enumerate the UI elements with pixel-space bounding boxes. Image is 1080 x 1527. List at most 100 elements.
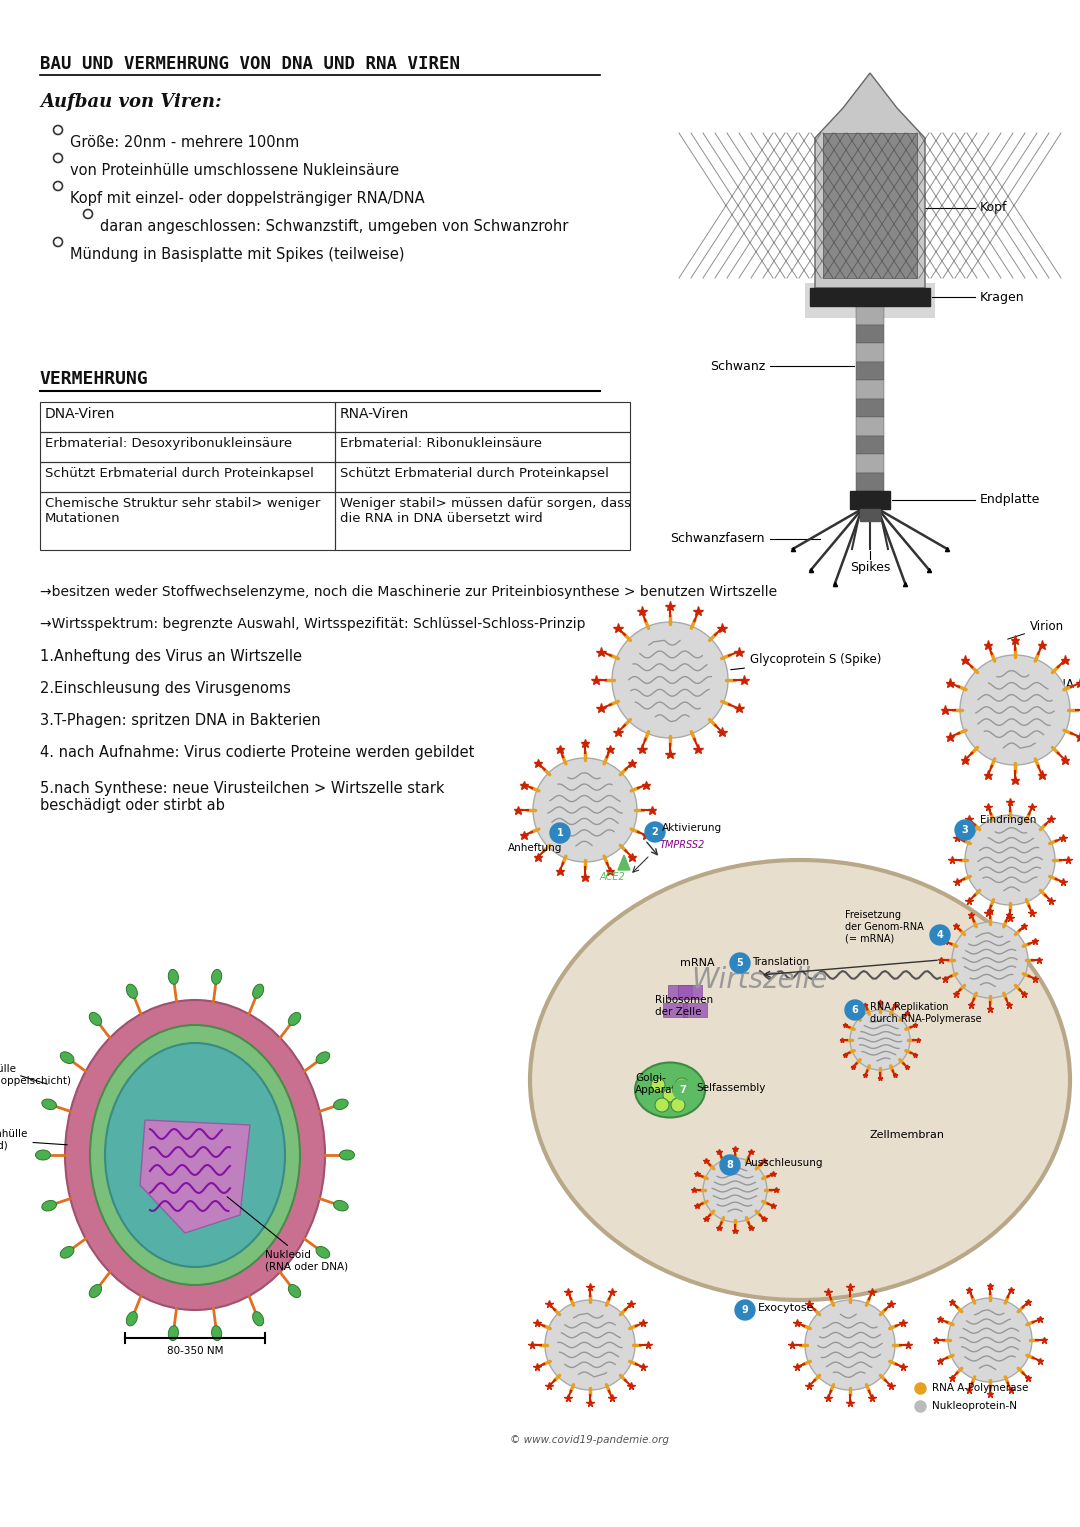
Circle shape: [673, 1080, 693, 1099]
Text: Proteinhülle
(Kapsid): Proteinhülle (Kapsid): [0, 1128, 67, 1151]
Text: daran angeschlossen: Schwanzstift, umgeben von Schwanzrohr: daran angeschlossen: Schwanzstift, umgeb…: [100, 218, 568, 234]
Text: Freisetzung
der Genom-RNA
(= mRNA): Freisetzung der Genom-RNA (= mRNA): [845, 910, 923, 944]
Text: Nukleoprotein-N: Nukleoprotein-N: [932, 1400, 1017, 1411]
Ellipse shape: [90, 1284, 102, 1298]
Circle shape: [805, 1299, 895, 1390]
Text: Schwanzfasern: Schwanzfasern: [671, 533, 765, 545]
Text: Kopf mit einzel- oder doppelsträngiger RNA/DNA: Kopf mit einzel- oder doppelsträngiger R…: [70, 191, 424, 206]
Bar: [856, 454, 885, 472]
Ellipse shape: [60, 1246, 75, 1258]
Text: Golgi-
Apparat: Golgi- Apparat: [635, 1073, 677, 1095]
Bar: [683, 1003, 707, 1017]
Ellipse shape: [288, 1012, 300, 1026]
Ellipse shape: [126, 1312, 137, 1325]
Ellipse shape: [42, 1099, 56, 1110]
Ellipse shape: [253, 1312, 264, 1325]
Text: Virion: Virion: [1008, 620, 1064, 640]
Text: © www.covid19-pandemie.org: © www.covid19-pandemie.org: [511, 1435, 670, 1445]
Circle shape: [645, 822, 665, 841]
Text: von Proteinhülle umschlossene Nukleinsäure: von Proteinhülle umschlossene Nukleinsäu…: [70, 163, 400, 179]
Ellipse shape: [253, 983, 264, 999]
Bar: [335, 463, 630, 492]
Ellipse shape: [316, 1246, 329, 1258]
Text: Erbmaterial: Ribonukleinsäure: Erbmaterial: Ribonukleinsäure: [340, 437, 542, 450]
Text: Erbmaterial: Desoxyribonukleinsäure: Erbmaterial: Desoxyribonukleinsäure: [45, 437, 292, 450]
Text: RNA Replikation
durch RNA-Polymerase: RNA Replikation durch RNA-Polymerase: [870, 1002, 982, 1023]
Text: 8: 8: [727, 1161, 733, 1170]
Text: 3.T-Phagen: spritzen DNA in Bakterien: 3.T-Phagen: spritzen DNA in Bakterien: [40, 713, 321, 728]
Bar: [856, 344, 885, 362]
Circle shape: [83, 209, 93, 218]
Text: RNA: RNA: [1038, 678, 1075, 699]
Ellipse shape: [288, 1284, 300, 1298]
Ellipse shape: [168, 970, 178, 985]
Circle shape: [703, 1157, 767, 1222]
Ellipse shape: [212, 1325, 221, 1341]
Bar: [678, 985, 702, 999]
Text: Wirtszelle: Wirtszelle: [692, 967, 828, 994]
Bar: [856, 305, 885, 325]
Bar: [335, 492, 630, 550]
Text: Spikes: Spikes: [850, 560, 890, 574]
Text: →Wirtsspektrum: begrenzte Auswahl, Wirtsspezifität: Schlüssel-Schloss-Prinzip: →Wirtsspektrum: begrenzte Auswahl, Wirts…: [40, 617, 585, 631]
Bar: [669, 985, 692, 999]
Circle shape: [663, 1089, 677, 1102]
Ellipse shape: [42, 1200, 56, 1211]
Bar: [40, 432, 335, 463]
Circle shape: [955, 820, 975, 840]
Text: Aktivierung: Aktivierung: [662, 823, 723, 834]
Text: Größe: 20nm - mehrere 100nm: Größe: 20nm - mehrere 100nm: [70, 134, 299, 150]
Ellipse shape: [90, 1025, 300, 1286]
Circle shape: [54, 125, 63, 134]
Ellipse shape: [530, 860, 1070, 1299]
Circle shape: [966, 815, 1055, 906]
Ellipse shape: [339, 1150, 354, 1161]
Circle shape: [720, 1154, 740, 1174]
Circle shape: [730, 953, 750, 973]
Ellipse shape: [126, 983, 137, 999]
Ellipse shape: [212, 970, 221, 985]
Text: Schützt Erbmaterial durch Proteinkapsel: Schützt Erbmaterial durch Proteinkapsel: [45, 467, 314, 479]
Bar: [850, 492, 890, 508]
Text: Eindringen: Eindringen: [980, 815, 1037, 825]
Circle shape: [735, 1299, 755, 1319]
Text: 5.nach Synthese: neue Virusteilchen > Wirtszelle stark
beschädigt oder stirbt ab: 5.nach Synthese: neue Virusteilchen > Wi…: [40, 780, 445, 814]
Text: Virushülle
(Lipiddoppelschicht): Virushülle (Lipiddoppelschicht): [0, 1064, 71, 1086]
Text: Kopf: Kopf: [980, 202, 1008, 214]
Text: →besitzen weder Stoffwechselenzyme, noch die Maschinerie zur Priteinbiosynthese : →besitzen weder Stoffwechselenzyme, noch…: [40, 585, 778, 599]
Text: RNA-Viren: RNA-Viren: [340, 408, 409, 421]
Text: Mündung in Basisplatte mit Spikes (teilweise): Mündung in Basisplatte mit Spikes (teilw…: [70, 247, 405, 263]
Bar: [856, 417, 885, 435]
Bar: [856, 435, 885, 454]
Ellipse shape: [168, 1325, 178, 1341]
Polygon shape: [805, 282, 935, 318]
Text: 2.Einschleusung des Virusgenoms: 2.Einschleusung des Virusgenoms: [40, 681, 291, 696]
Text: VERMEHRUNG: VERMEHRUNG: [40, 370, 149, 388]
Text: 7: 7: [679, 1086, 687, 1095]
Bar: [856, 325, 885, 344]
Text: Schwanz: Schwanz: [710, 359, 765, 373]
Circle shape: [951, 922, 1028, 999]
Bar: [335, 402, 630, 432]
Text: 4: 4: [936, 930, 943, 941]
Circle shape: [651, 1078, 665, 1092]
Bar: [810, 289, 930, 305]
Text: Selfassembly: Selfassembly: [696, 1083, 766, 1093]
Text: Zellmembran: Zellmembran: [870, 1130, 945, 1141]
Polygon shape: [815, 73, 924, 289]
Text: Schützt Erbmaterial durch Proteinkapsel: Schützt Erbmaterial durch Proteinkapsel: [340, 467, 609, 479]
Ellipse shape: [36, 1150, 51, 1161]
Text: TMPRSS2: TMPRSS2: [660, 840, 705, 851]
Text: Endplatte: Endplatte: [980, 493, 1040, 507]
Text: DNA-Viren: DNA-Viren: [45, 408, 116, 421]
Circle shape: [54, 238, 63, 246]
Bar: [856, 399, 885, 417]
Text: 1: 1: [556, 828, 564, 838]
Text: 3: 3: [961, 825, 969, 835]
Bar: [856, 362, 885, 380]
Polygon shape: [618, 855, 630, 870]
Text: Nukleoid
(RNA oder DNA): Nukleoid (RNA oder DNA): [227, 1197, 348, 1272]
Bar: [860, 508, 880, 521]
Text: mRNA: mRNA: [680, 957, 715, 968]
Text: Glycoprotein S (Spike): Glycoprotein S (Spike): [731, 654, 881, 670]
